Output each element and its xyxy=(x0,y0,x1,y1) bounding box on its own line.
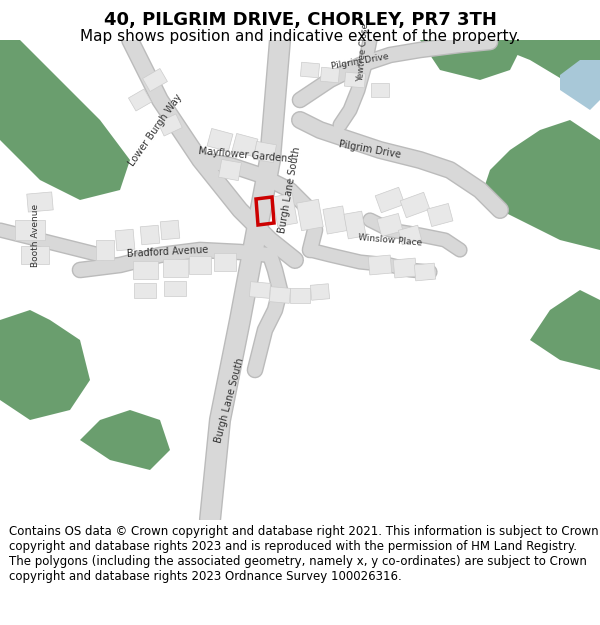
Polygon shape xyxy=(189,256,211,274)
Polygon shape xyxy=(320,68,340,82)
Polygon shape xyxy=(164,281,186,296)
Polygon shape xyxy=(480,120,600,250)
Polygon shape xyxy=(344,72,365,88)
Text: Bradford Avenue: Bradford Avenue xyxy=(127,245,209,259)
Text: Yewtree Close: Yewtree Close xyxy=(356,23,370,82)
Polygon shape xyxy=(160,220,180,240)
Polygon shape xyxy=(269,287,290,303)
Text: Pilgrim Drive: Pilgrim Drive xyxy=(331,52,389,71)
Polygon shape xyxy=(134,282,156,298)
Polygon shape xyxy=(400,192,430,218)
Polygon shape xyxy=(250,282,271,298)
Polygon shape xyxy=(143,69,167,91)
Polygon shape xyxy=(27,192,53,212)
Polygon shape xyxy=(158,114,182,136)
Text: 40, PILGRIM DRIVE, CHORLEY, PR7 3TH: 40, PILGRIM DRIVE, CHORLEY, PR7 3TH xyxy=(104,11,496,29)
Polygon shape xyxy=(0,40,130,200)
Polygon shape xyxy=(254,141,277,162)
Polygon shape xyxy=(368,255,392,275)
Polygon shape xyxy=(398,225,422,245)
Polygon shape xyxy=(140,225,160,245)
Polygon shape xyxy=(207,129,233,151)
Polygon shape xyxy=(377,214,403,236)
Polygon shape xyxy=(15,220,45,240)
Polygon shape xyxy=(371,83,389,97)
Text: Map shows position and indicative extent of the property.: Map shows position and indicative extent… xyxy=(80,29,520,44)
Polygon shape xyxy=(21,246,49,264)
Polygon shape xyxy=(301,62,320,78)
Polygon shape xyxy=(420,40,520,80)
Text: Pilgrim Drive: Pilgrim Drive xyxy=(338,139,402,161)
Polygon shape xyxy=(218,159,241,181)
Polygon shape xyxy=(96,240,114,260)
Text: Burgh Lane South: Burgh Lane South xyxy=(277,146,302,234)
Polygon shape xyxy=(427,204,453,226)
Polygon shape xyxy=(128,89,152,111)
Text: Winslow Place: Winslow Place xyxy=(358,232,422,248)
Polygon shape xyxy=(115,229,135,251)
Polygon shape xyxy=(480,40,600,100)
Text: Mayflower Gardens: Mayflower Gardens xyxy=(197,146,292,164)
Polygon shape xyxy=(232,134,258,156)
Polygon shape xyxy=(415,263,436,281)
Text: Burgh Lane South: Burgh Lane South xyxy=(214,356,246,444)
Polygon shape xyxy=(375,188,405,213)
Polygon shape xyxy=(80,410,170,470)
Polygon shape xyxy=(163,259,187,277)
Text: Booth Avenue: Booth Avenue xyxy=(31,204,40,266)
Polygon shape xyxy=(290,288,310,302)
Polygon shape xyxy=(214,253,236,271)
Polygon shape xyxy=(344,211,366,239)
Polygon shape xyxy=(310,284,329,300)
Polygon shape xyxy=(530,290,600,370)
Polygon shape xyxy=(297,199,323,231)
Polygon shape xyxy=(560,60,600,110)
Polygon shape xyxy=(0,310,90,420)
Polygon shape xyxy=(323,206,347,234)
Text: Lower Burgh Way: Lower Burgh Way xyxy=(127,92,184,168)
Polygon shape xyxy=(133,261,157,279)
Polygon shape xyxy=(272,194,298,226)
Polygon shape xyxy=(393,258,417,278)
Text: Contains OS data © Crown copyright and database right 2021. This information is : Contains OS data © Crown copyright and d… xyxy=(9,525,599,583)
